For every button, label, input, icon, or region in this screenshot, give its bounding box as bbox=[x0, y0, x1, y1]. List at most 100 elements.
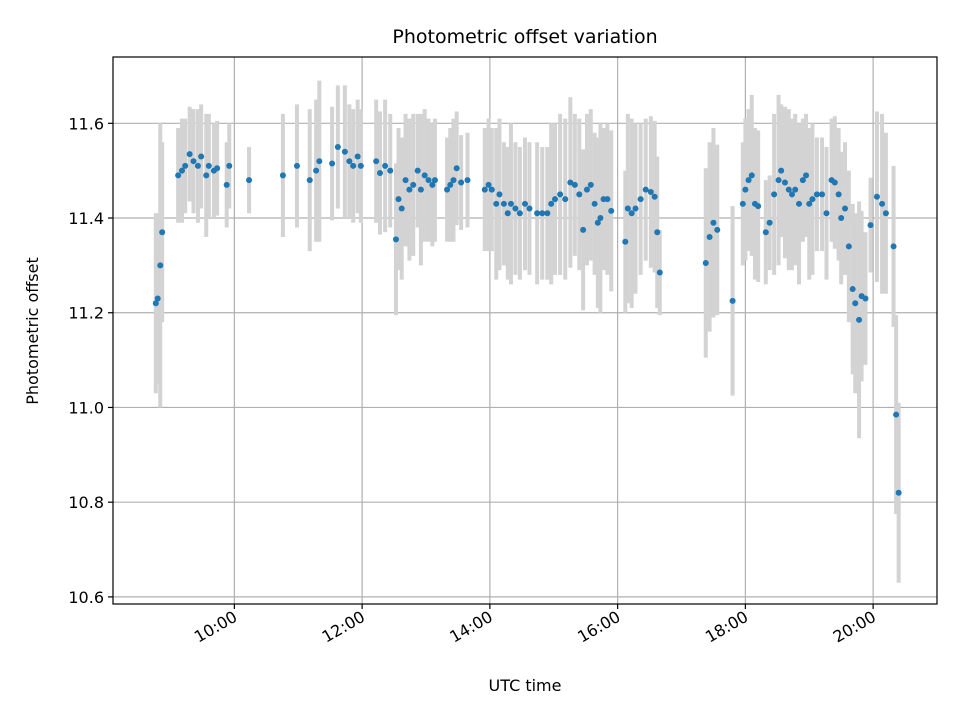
data-point bbox=[831, 179, 838, 186]
data-point bbox=[873, 193, 880, 200]
data-point bbox=[819, 191, 826, 198]
data-point bbox=[597, 215, 604, 222]
data-point bbox=[159, 229, 166, 236]
data-point bbox=[604, 196, 611, 203]
data-point bbox=[656, 269, 663, 276]
data-point bbox=[306, 177, 313, 184]
data-point bbox=[823, 210, 830, 217]
data-point bbox=[849, 286, 856, 293]
data-point bbox=[714, 226, 721, 233]
data-point bbox=[809, 196, 816, 203]
data-point bbox=[485, 181, 492, 188]
data-point bbox=[481, 186, 488, 193]
data-point bbox=[799, 177, 806, 184]
data-point bbox=[781, 179, 788, 186]
data-point bbox=[414, 167, 421, 174]
data-point bbox=[329, 160, 336, 167]
data-point bbox=[516, 210, 523, 217]
data-point bbox=[867, 222, 874, 229]
data-point bbox=[895, 489, 902, 496]
data-point bbox=[507, 200, 514, 207]
data-point bbox=[608, 207, 615, 214]
data-point bbox=[373, 158, 380, 165]
data-point bbox=[496, 191, 503, 198]
data-point bbox=[651, 193, 658, 200]
data-point bbox=[182, 162, 189, 169]
data-point bbox=[637, 196, 644, 203]
data-point bbox=[762, 229, 769, 236]
data-point bbox=[803, 172, 810, 179]
data-point bbox=[444, 186, 451, 193]
data-point bbox=[792, 186, 799, 193]
data-point bbox=[576, 191, 583, 198]
data-point bbox=[580, 226, 587, 233]
data-point bbox=[813, 191, 820, 198]
data-point bbox=[178, 167, 185, 174]
y-tick-label: 11.4 bbox=[68, 209, 104, 228]
data-point bbox=[447, 181, 454, 188]
data-point bbox=[377, 170, 384, 177]
data-point bbox=[205, 162, 212, 169]
x-axis-label: UTC time bbox=[489, 676, 562, 695]
data-point bbox=[789, 191, 796, 198]
data-point bbox=[488, 186, 495, 193]
data-point bbox=[739, 200, 746, 207]
data-point bbox=[642, 186, 649, 193]
data-point bbox=[775, 177, 782, 184]
data-point bbox=[571, 181, 578, 188]
data-point bbox=[464, 177, 471, 184]
data-point bbox=[226, 162, 233, 169]
data-point bbox=[279, 172, 286, 179]
data-point bbox=[879, 200, 886, 207]
data-point bbox=[406, 186, 413, 193]
data-point bbox=[246, 177, 253, 184]
data-point bbox=[334, 143, 341, 150]
y-tick-label: 11.0 bbox=[68, 398, 104, 417]
data-point bbox=[628, 210, 635, 217]
data-point bbox=[587, 181, 594, 188]
data-point bbox=[387, 167, 394, 174]
data-point bbox=[591, 200, 598, 207]
data-point bbox=[186, 151, 193, 158]
data-point bbox=[624, 205, 631, 212]
data-point bbox=[622, 238, 629, 245]
data-point bbox=[862, 295, 869, 302]
data-point bbox=[190, 158, 197, 165]
data-point bbox=[429, 181, 436, 188]
data-point bbox=[856, 316, 863, 323]
data-point bbox=[796, 200, 803, 207]
y-tick-label: 11.6 bbox=[68, 114, 104, 133]
y-axis-ticks: 10.6 10.8 11.0 11.2 11.4 11.6 bbox=[68, 114, 113, 607]
data-point bbox=[203, 172, 210, 179]
data-point bbox=[154, 295, 161, 302]
data-point bbox=[557, 191, 564, 198]
data-point bbox=[771, 191, 778, 198]
data-point bbox=[175, 172, 182, 179]
data-point bbox=[526, 205, 533, 212]
data-point bbox=[882, 210, 889, 217]
y-tick-label: 10.6 bbox=[68, 588, 104, 607]
data-point bbox=[748, 172, 755, 179]
data-point bbox=[632, 205, 639, 212]
data-point bbox=[392, 236, 399, 243]
data-point bbox=[835, 191, 842, 198]
data-point bbox=[341, 148, 348, 155]
data-point bbox=[214, 165, 221, 172]
y-axis-label: Photometric offset bbox=[23, 257, 42, 405]
data-point bbox=[842, 205, 849, 212]
data-point bbox=[450, 177, 457, 184]
data-point bbox=[152, 300, 159, 307]
data-point bbox=[890, 243, 897, 250]
data-point bbox=[421, 172, 428, 179]
data-point bbox=[346, 158, 353, 165]
data-point bbox=[845, 243, 852, 250]
data-point bbox=[522, 200, 528, 207]
data-point bbox=[431, 177, 438, 184]
data-point bbox=[785, 186, 792, 193]
data-point bbox=[350, 162, 357, 169]
data-point bbox=[647, 188, 654, 195]
data-point bbox=[316, 158, 323, 165]
data-point bbox=[194, 162, 201, 169]
data-point bbox=[293, 162, 300, 169]
